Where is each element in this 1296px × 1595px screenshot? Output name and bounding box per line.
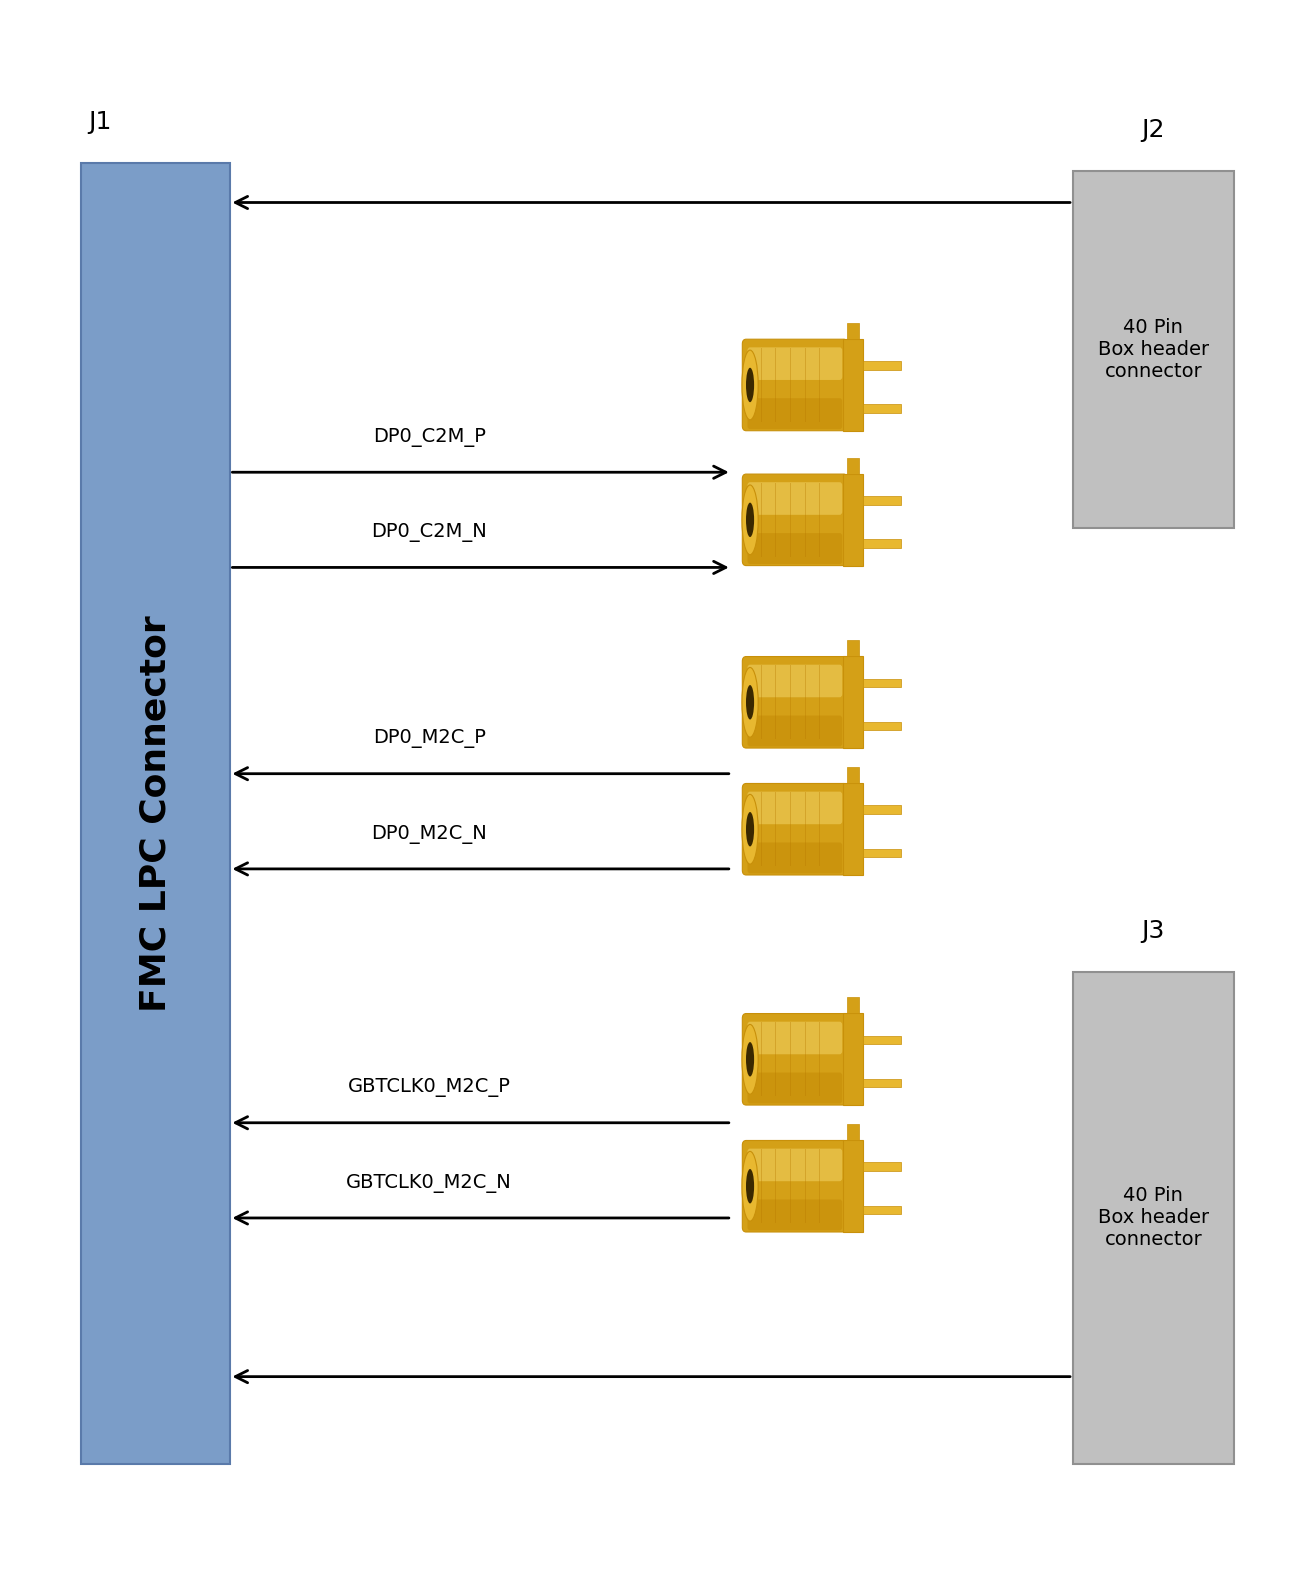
- Bar: [863, 539, 901, 549]
- Ellipse shape: [741, 794, 758, 864]
- Text: DP0_C2M_N: DP0_C2M_N: [371, 523, 487, 542]
- FancyBboxPatch shape: [748, 1199, 842, 1230]
- Bar: [846, 767, 859, 783]
- Ellipse shape: [741, 351, 758, 419]
- Bar: [842, 474, 863, 566]
- Ellipse shape: [746, 812, 754, 847]
- Ellipse shape: [746, 1042, 754, 1077]
- Bar: [863, 1206, 901, 1214]
- Bar: [863, 805, 901, 813]
- Text: DP0_C2M_P: DP0_C2M_P: [373, 427, 486, 447]
- Bar: [846, 322, 859, 340]
- Bar: [863, 1078, 901, 1088]
- FancyBboxPatch shape: [743, 340, 848, 431]
- Bar: [846, 1124, 859, 1140]
- Bar: [842, 783, 863, 876]
- Ellipse shape: [741, 1024, 758, 1094]
- Bar: [846, 640, 859, 657]
- FancyBboxPatch shape: [743, 1140, 848, 1231]
- Bar: [846, 997, 859, 1013]
- FancyBboxPatch shape: [748, 482, 842, 515]
- FancyBboxPatch shape: [748, 791, 842, 825]
- Bar: [863, 496, 901, 504]
- Bar: [842, 1013, 863, 1105]
- Bar: [842, 657, 863, 748]
- Text: J2: J2: [1142, 118, 1165, 142]
- Text: J1: J1: [88, 110, 111, 134]
- Text: DP0_M2C_P: DP0_M2C_P: [373, 729, 486, 748]
- Text: 40 Pin
Box header
connector: 40 Pin Box header connector: [1098, 1187, 1209, 1249]
- Text: J3: J3: [1142, 919, 1165, 944]
- Bar: [863, 1163, 901, 1171]
- Bar: [863, 360, 901, 370]
- Ellipse shape: [746, 686, 754, 719]
- Bar: [863, 678, 901, 687]
- Text: 40 Pin
Box header
connector: 40 Pin Box header connector: [1098, 317, 1209, 381]
- FancyBboxPatch shape: [748, 1022, 842, 1054]
- FancyBboxPatch shape: [748, 1148, 842, 1182]
- FancyBboxPatch shape: [748, 716, 842, 746]
- Bar: [1073, 171, 1234, 528]
- Ellipse shape: [741, 485, 758, 555]
- Ellipse shape: [741, 667, 758, 737]
- FancyBboxPatch shape: [748, 665, 842, 697]
- FancyBboxPatch shape: [748, 399, 842, 429]
- FancyBboxPatch shape: [748, 1072, 842, 1104]
- Bar: [842, 1140, 863, 1233]
- Text: GBTCLK0_M2C_P: GBTCLK0_M2C_P: [347, 1078, 511, 1097]
- Text: GBTCLK0_M2C_N: GBTCLK0_M2C_N: [346, 1174, 512, 1193]
- Ellipse shape: [741, 1152, 758, 1222]
- FancyBboxPatch shape: [748, 348, 842, 380]
- Bar: [863, 849, 901, 857]
- Ellipse shape: [746, 502, 754, 538]
- Bar: [846, 458, 859, 474]
- FancyBboxPatch shape: [748, 533, 842, 565]
- Bar: [842, 340, 863, 431]
- FancyBboxPatch shape: [743, 657, 848, 748]
- Text: FMC LPC Connector: FMC LPC Connector: [139, 616, 172, 1011]
- Bar: [82, 163, 229, 1464]
- Ellipse shape: [746, 1169, 754, 1204]
- Bar: [1073, 971, 1234, 1464]
- FancyBboxPatch shape: [743, 474, 848, 566]
- FancyBboxPatch shape: [743, 1013, 848, 1105]
- Bar: [863, 1035, 901, 1045]
- Bar: [863, 405, 901, 413]
- Ellipse shape: [746, 368, 754, 402]
- FancyBboxPatch shape: [743, 783, 848, 876]
- FancyBboxPatch shape: [748, 842, 842, 874]
- Bar: [863, 721, 901, 731]
- Text: DP0_M2C_N: DP0_M2C_N: [371, 825, 487, 844]
